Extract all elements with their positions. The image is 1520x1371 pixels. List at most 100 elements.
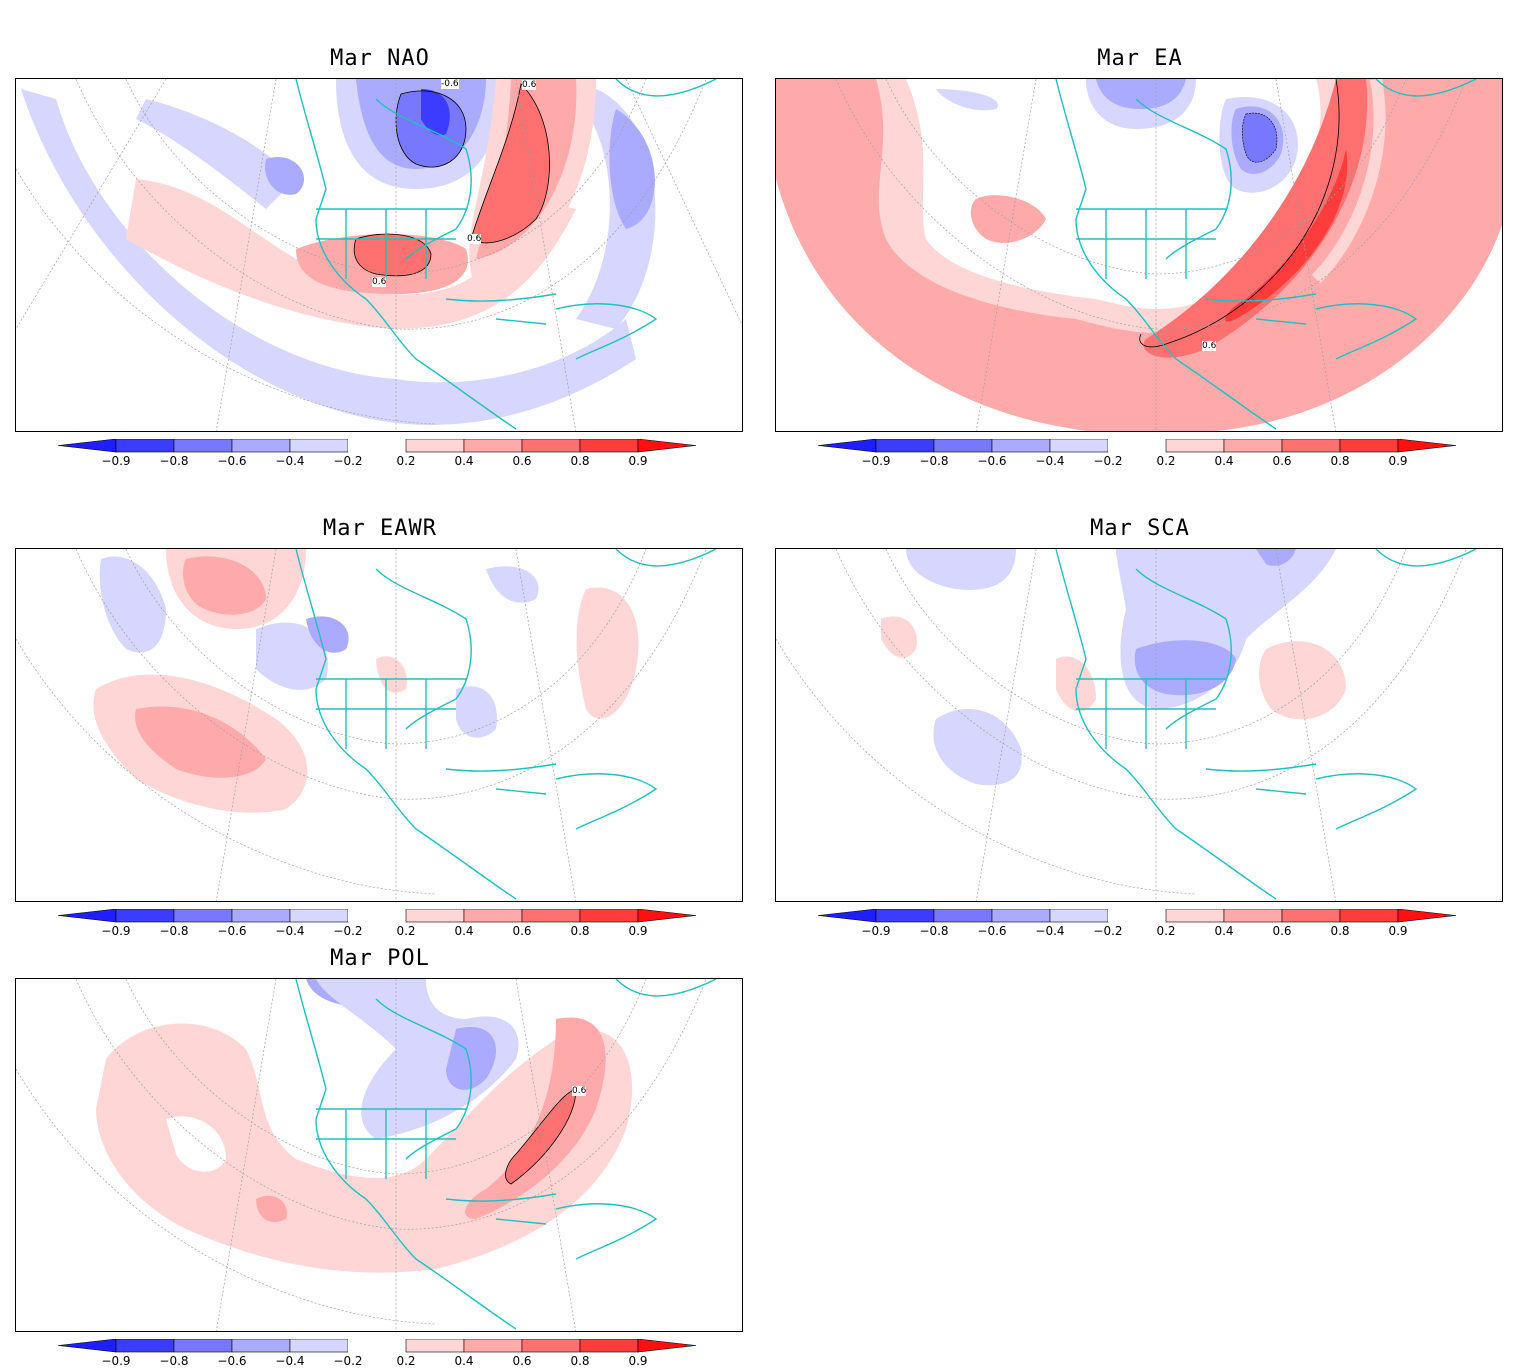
- colorbar-tick-label: 0.4: [1214, 924, 1234, 938]
- colorbar-low-extend: [58, 1339, 117, 1353]
- colorbar-swatch: [348, 439, 406, 452]
- colorbar-tick-label: 0.9: [628, 924, 648, 938]
- colorbar-pol: −0.9 −0.8 −0.6 −0.4 −0.2 0.2 0.4 0.6 0.8 0.9: [58, 1339, 708, 1371]
- colorbar-swatch: [289, 439, 349, 453]
- ea-field: [776, 79, 1502, 431]
- colorbar-swatch: [579, 909, 639, 923]
- map-sca: [775, 548, 1503, 902]
- colorbar-swatch: [933, 909, 993, 923]
- colorbar-swatches: [58, 909, 697, 923]
- colorbar-high-extend: [1397, 439, 1457, 453]
- colorbar-tick-label: −0.2: [1093, 454, 1123, 468]
- colorbar-swatch: [115, 439, 175, 453]
- colorbar-swatch: [933, 439, 993, 453]
- colorbar-tick-label: −0.6: [217, 924, 247, 938]
- colorbar-tick-label: −0.9: [861, 454, 891, 468]
- colorbar-tick-label: −0.4: [275, 454, 305, 468]
- colorbar-tick-label: 0.2: [1156, 454, 1176, 468]
- colorbar-swatch: [463, 439, 523, 453]
- colorbar-tick-label: −0.9: [101, 454, 131, 468]
- colorbar-tick-label: 0.2: [396, 454, 416, 468]
- colorbar-tick-label: −0.4: [275, 1354, 305, 1368]
- colorbar-tick-label: 0.2: [1156, 924, 1176, 938]
- colorbar-tick-label: 0.9: [628, 454, 648, 468]
- colorbar-swatch: [1281, 909, 1341, 923]
- colorbar-swatch: [1281, 439, 1341, 453]
- colorbar-tick-label: 0.8: [570, 1354, 590, 1368]
- colorbar-tick-label: 0.6: [1272, 454, 1292, 468]
- nao-contour-label-4: 0.6: [372, 277, 387, 287]
- colorbar-swatch: [405, 1339, 465, 1353]
- colorbar-tick-label: 0.9: [628, 1354, 648, 1368]
- colorbar-tick-label: −0.2: [333, 924, 363, 938]
- title-nao: Mar NAO: [330, 46, 430, 71]
- colorbar-swatch: [579, 1339, 639, 1353]
- map-eawr: [15, 548, 743, 902]
- colorbar-nao: −0.9 −0.8 −0.6 −0.4 −0.2 0.2 0.4 0.6 0.8 0.9: [58, 439, 708, 471]
- colorbar-swatch: [1108, 439, 1166, 452]
- colorbar-swatch: [115, 909, 175, 923]
- nao-contour-label-3: 0.6: [467, 234, 482, 244]
- colorbar-swatch: [1049, 439, 1109, 453]
- colorbar-labels: −0.9 −0.8 −0.6 −0.4 −0.2 0.2 0.4 0.6 0.8 0.9: [58, 454, 708, 470]
- colorbar-tick-label: 0.6: [512, 1354, 532, 1368]
- colorbar-tick-label: 0.2: [396, 1354, 416, 1368]
- colorbar-tick-label: −0.2: [1093, 924, 1123, 938]
- colorbar-ea: −0.9 −0.8 −0.6 −0.4 −0.2 0.2 0.4 0.6 0.8 0.9: [818, 439, 1468, 471]
- colorbar-tick-label: 0.4: [454, 1354, 474, 1368]
- title-sca: Mar SCA: [1090, 516, 1190, 541]
- colorbar-tick-label: −0.8: [159, 924, 189, 938]
- eawr-field: [16, 549, 717, 901]
- colorbar-swatch: [231, 1339, 291, 1353]
- colorbar-swatch: [115, 1339, 175, 1353]
- colorbar-swatch: [1108, 909, 1166, 922]
- colorbar-tick-label: −0.6: [217, 1354, 247, 1368]
- colorbar-swatch: [991, 909, 1051, 923]
- colorbar-high-extend: [637, 1339, 697, 1353]
- colorbar-tick-label: −0.8: [159, 454, 189, 468]
- colorbar-swatch: [405, 439, 465, 453]
- colorbar-swatch: [1223, 909, 1283, 923]
- map-pol: 0.6: [15, 978, 743, 1332]
- colorbar-swatch: [521, 1339, 581, 1353]
- colorbar-tick-label: −0.9: [101, 924, 131, 938]
- colorbar-tick-label: −0.9: [101, 1354, 131, 1368]
- colorbar-tick-label: 0.6: [1272, 924, 1292, 938]
- colorbar-tick-label: 0.8: [1330, 454, 1350, 468]
- colorbar-tick-label: −0.6: [977, 454, 1007, 468]
- colorbar-swatch: [875, 439, 935, 453]
- map-nao: -0.6 0.6 0.6 0.6: [15, 78, 743, 432]
- colorbar-tick-label: 0.8: [1330, 924, 1350, 938]
- colorbar-low-extend: [818, 909, 877, 923]
- colorbar-tick-label: −0.6: [217, 454, 247, 468]
- colorbar-low-extend: [58, 909, 117, 923]
- colorbar-swatch: [1223, 439, 1283, 453]
- colorbar-high-extend: [637, 439, 697, 453]
- colorbar-swatch: [289, 1339, 349, 1353]
- colorbar-swatch: [173, 909, 233, 923]
- colorbar-tick-label: 0.9: [1388, 454, 1408, 468]
- colorbar-swatches: [818, 439, 1457, 453]
- colorbar-swatch: [579, 439, 639, 453]
- title-ea: Mar EA: [1097, 46, 1183, 71]
- colorbar-swatches: [58, 439, 697, 453]
- colorbar-swatch: [875, 909, 935, 923]
- colorbar-swatch: [231, 439, 291, 453]
- colorbar-swatch: [405, 909, 465, 923]
- colorbar-tick-label: −0.2: [333, 454, 363, 468]
- colorbar-swatch: [231, 909, 291, 923]
- colorbar-tick-label: −0.8: [919, 924, 949, 938]
- map-ea: 0.6: [775, 78, 1503, 432]
- colorbar-swatch: [521, 909, 581, 923]
- colorbar-tick-label: 0.4: [1214, 454, 1234, 468]
- colorbar-high-extend: [1397, 909, 1457, 923]
- colorbar-tick-label: 0.6: [512, 454, 532, 468]
- colorbar-swatch: [1339, 439, 1399, 453]
- colorbar-tick-label: −0.2: [333, 1354, 363, 1368]
- colorbar-labels: −0.9 −0.8 −0.6 −0.4 −0.2 0.2 0.4 0.6 0.8 0.9: [58, 924, 708, 940]
- nao-contour-label-2: 0.6: [522, 80, 537, 90]
- pol-contour-label: 0.6: [572, 1086, 587, 1096]
- colorbar-tick-label: −0.9: [861, 924, 891, 938]
- colorbar-swatch: [289, 909, 349, 923]
- colorbar-tick-label: 0.8: [570, 454, 590, 468]
